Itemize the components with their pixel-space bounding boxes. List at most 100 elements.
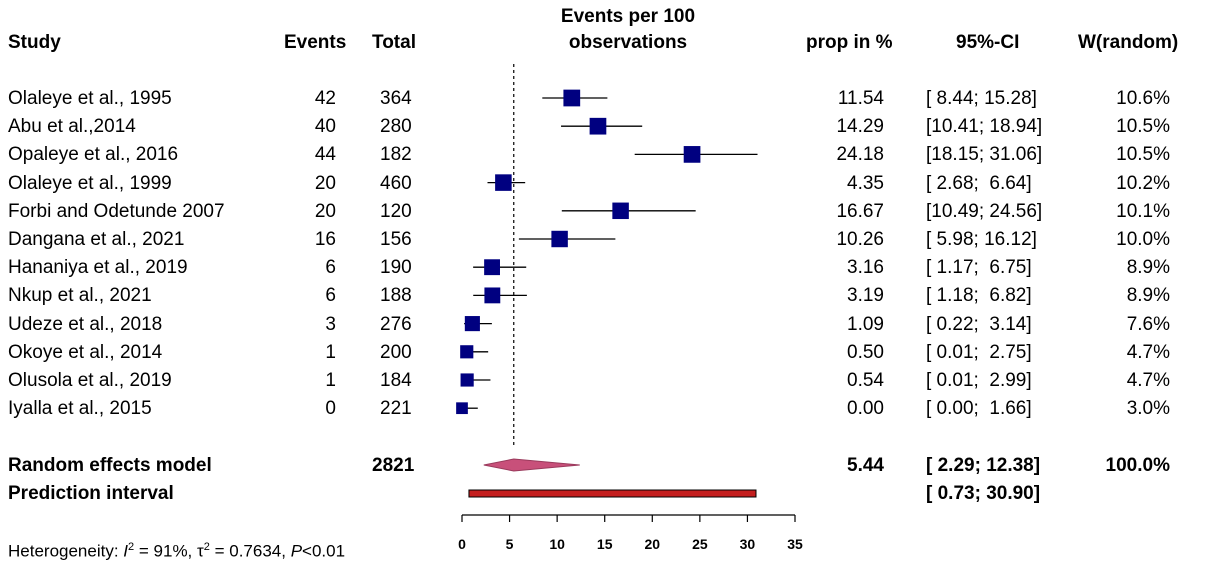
study-prop: 10.26 <box>836 229 884 250</box>
study-events: 1 <box>325 342 336 363</box>
study-weight-square <box>589 117 607 135</box>
study-events: 20 <box>314 201 336 222</box>
prediction-interval-label: Prediction interval <box>8 483 174 504</box>
heterogeneity-i-exp: 2 <box>128 541 135 553</box>
random-effects-weight: 100.0% <box>1105 455 1170 476</box>
heterogeneity-i-symbol: I <box>123 541 129 561</box>
header-events: Events <box>284 32 347 53</box>
study-weight: 4.7% <box>1126 342 1170 363</box>
study-total: 276 <box>380 314 412 335</box>
study-total: 280 <box>380 116 412 137</box>
x-axis-tick-label: 20 <box>644 536 660 552</box>
header-plot-title-line1: Events per 100 <box>560 6 696 27</box>
header-total: Total <box>372 32 416 53</box>
random-effects-diamond <box>483 458 580 472</box>
x-axis-tick-label: 30 <box>740 536 756 552</box>
random-effects-label: Random effects model <box>8 455 212 476</box>
study-total: 460 <box>380 173 412 194</box>
study-weight-square <box>683 146 701 163</box>
study-total: 120 <box>380 201 412 222</box>
study-prop: 4.35 <box>847 173 884 194</box>
study-ci: [ 8.44; 15.28] <box>926 88 1037 109</box>
study-name: Forbi and Odetunde 2007 <box>8 201 225 222</box>
study-weight: 10.5% <box>1116 144 1170 165</box>
study-weight-square <box>495 174 512 191</box>
study-weight-square <box>460 373 474 387</box>
study-total: 221 <box>380 398 412 419</box>
study-prop: 3.19 <box>847 285 884 306</box>
study-ci: [ 0.22; 3.14] <box>926 314 1032 335</box>
study-weight-square <box>612 202 629 220</box>
study-events: 42 <box>314 88 336 109</box>
study-ci: [18.15; 31.06] <box>926 144 1043 165</box>
study-total: 188 <box>380 285 412 306</box>
study-events: 40 <box>314 116 336 137</box>
study-ci: [10.49; 24.56] <box>926 201 1043 222</box>
random-effects-ci: [ 2.29; 12.38] <box>926 455 1041 476</box>
heterogeneity-p-symbol: P <box>290 541 303 561</box>
study-ci: [ 1.17; 6.75] <box>926 257 1032 278</box>
study-total: 200 <box>380 342 412 363</box>
header-ci: 95%-CI <box>956 32 1020 53</box>
x-axis-tick-label: 0 <box>458 536 466 552</box>
x-axis-tick-label: 5 <box>506 536 514 552</box>
random-effects-prop: 5.44 <box>847 455 884 476</box>
x-axis-tick-label: 25 <box>692 536 708 552</box>
study-prop: 11.54 <box>837 88 884 109</box>
study-events: 6 <box>325 285 336 306</box>
heterogeneity-i-value: = 91%, <box>134 541 198 561</box>
prediction-interval-ci: [ 0.73; 30.90] <box>926 483 1041 504</box>
study-weight: 3.0% <box>1126 398 1170 419</box>
study-ci: [ 0.00; 1.66] <box>926 398 1032 419</box>
study-prop: 24.18 <box>836 144 884 165</box>
study-name: Olaleye et al., 1999 <box>8 173 172 194</box>
study-ci: [ 2.68; 6.64] <box>926 173 1032 194</box>
study-weight: 8.9% <box>1126 257 1170 278</box>
study-weight-square <box>551 230 568 248</box>
study-events: 6 <box>325 257 336 278</box>
study-weight-square <box>484 287 501 304</box>
study-total: 182 <box>380 144 412 165</box>
prediction-interval-bar <box>468 489 757 498</box>
header-study: Study <box>8 32 61 53</box>
random-effects-total: 2821 <box>372 455 415 476</box>
study-weight: 4.7% <box>1126 370 1170 391</box>
study-weight: 7.6% <box>1126 314 1170 335</box>
study-name: Hananiya et al., 2019 <box>8 257 188 278</box>
study-name: Iyalla et al., 2015 <box>8 398 152 419</box>
study-prop: 16.67 <box>836 201 884 222</box>
study-events: 1 <box>325 370 336 391</box>
study-weight-square <box>456 402 468 415</box>
study-prop: 0.54 <box>847 370 884 391</box>
study-total: 156 <box>380 229 412 250</box>
study-weight: 10.0% <box>1116 229 1170 250</box>
study-name: Olaleye et al., 1995 <box>8 88 172 109</box>
study-weight-square <box>464 316 480 332</box>
study-weight-square <box>460 345 474 359</box>
x-axis-tick-label: 15 <box>597 536 613 552</box>
study-events: 44 <box>314 144 336 165</box>
heterogeneity-tau-symbol: τ <box>197 541 204 561</box>
study-weight: 10.6% <box>1116 88 1170 109</box>
heterogeneity-text: Heterogeneity: I2 = 91%, τ2 = 0.7634, P<… <box>8 541 345 562</box>
x-axis-tick-label: 35 <box>787 536 803 552</box>
heterogeneity-tau-exp: 2 <box>203 541 210 553</box>
study-weight: 10.1% <box>1116 201 1170 222</box>
header-plot-title-line2: observations <box>568 32 688 53</box>
study-name: Okoye et al., 2014 <box>8 342 163 363</box>
header-prop: prop in % <box>806 32 893 53</box>
study-name: Abu et al.,2014 <box>8 116 136 137</box>
study-weight-square <box>484 259 500 276</box>
study-prop: 0.00 <box>847 398 884 419</box>
heterogeneity-prefix: Heterogeneity: <box>8 541 124 561</box>
study-weight-square <box>563 89 581 107</box>
heterogeneity-tau-value: = 0.7634, <box>209 541 291 561</box>
study-total: 184 <box>380 370 412 391</box>
study-name: Udeze et al., 2018 <box>8 314 163 335</box>
study-weight: 10.5% <box>1116 116 1170 137</box>
study-events: 20 <box>314 173 336 194</box>
study-weight: 8.9% <box>1126 285 1170 306</box>
study-name: Nkup et al., 2021 <box>8 285 152 306</box>
study-prop: 3.16 <box>847 257 884 278</box>
